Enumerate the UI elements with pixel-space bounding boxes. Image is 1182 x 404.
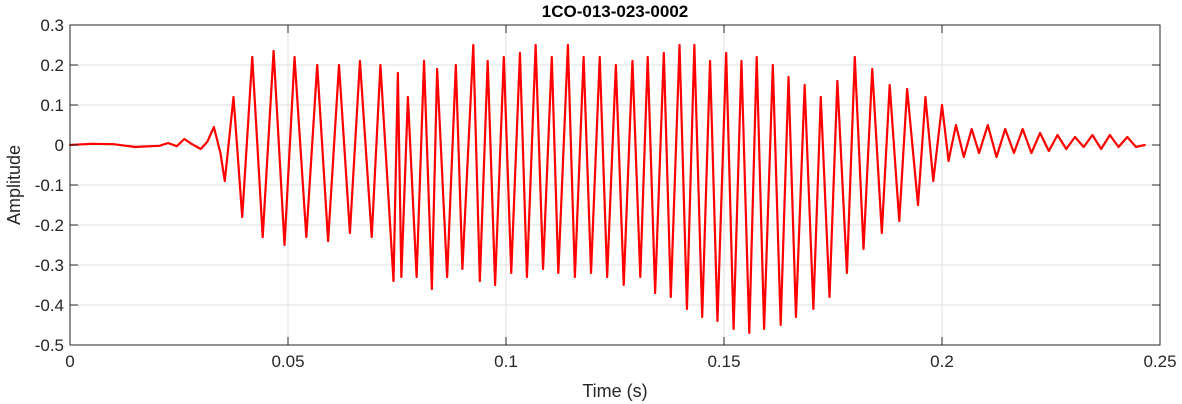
x-tick-label: 0.05 [271,352,304,371]
y-tick-label: 0 [55,136,64,155]
y-tick-label: -0.1 [35,176,64,195]
x-tick-label: 0.1 [494,352,518,371]
series-line-0 [68,43,1146,335]
y-tick-label: -0.4 [35,296,64,315]
chart-title: 1CO-013-023-0002 [542,2,688,21]
y-tick-label: 0.1 [40,96,64,115]
ticks [69,24,1161,346]
y-tick-label: 0.3 [40,16,64,35]
y-tick-label: 0.2 [40,56,64,75]
y-tick-labels: -0.5 -0.4 -0.3 -0.2 -0.1 0 0.1 0.2 0.3 [35,16,64,355]
series-layer [68,43,1146,335]
y-tick-label: -0.5 [35,336,64,355]
x-tick-label: 0.25 [1143,352,1176,371]
x-tick-label: 0.15 [707,352,740,371]
x-axis-label: Time (s) [582,381,647,401]
y-tick-label: -0.3 [35,256,64,275]
x-tick-labels: 0 0.05 0.1 0.15 0.2 0.25 [65,352,1176,371]
y-tick-label: -0.2 [35,216,64,235]
x-tick-label: 0.2 [930,352,954,371]
y-axis-label: Amplitude [4,145,24,225]
x-tick-label: 0 [65,352,74,371]
